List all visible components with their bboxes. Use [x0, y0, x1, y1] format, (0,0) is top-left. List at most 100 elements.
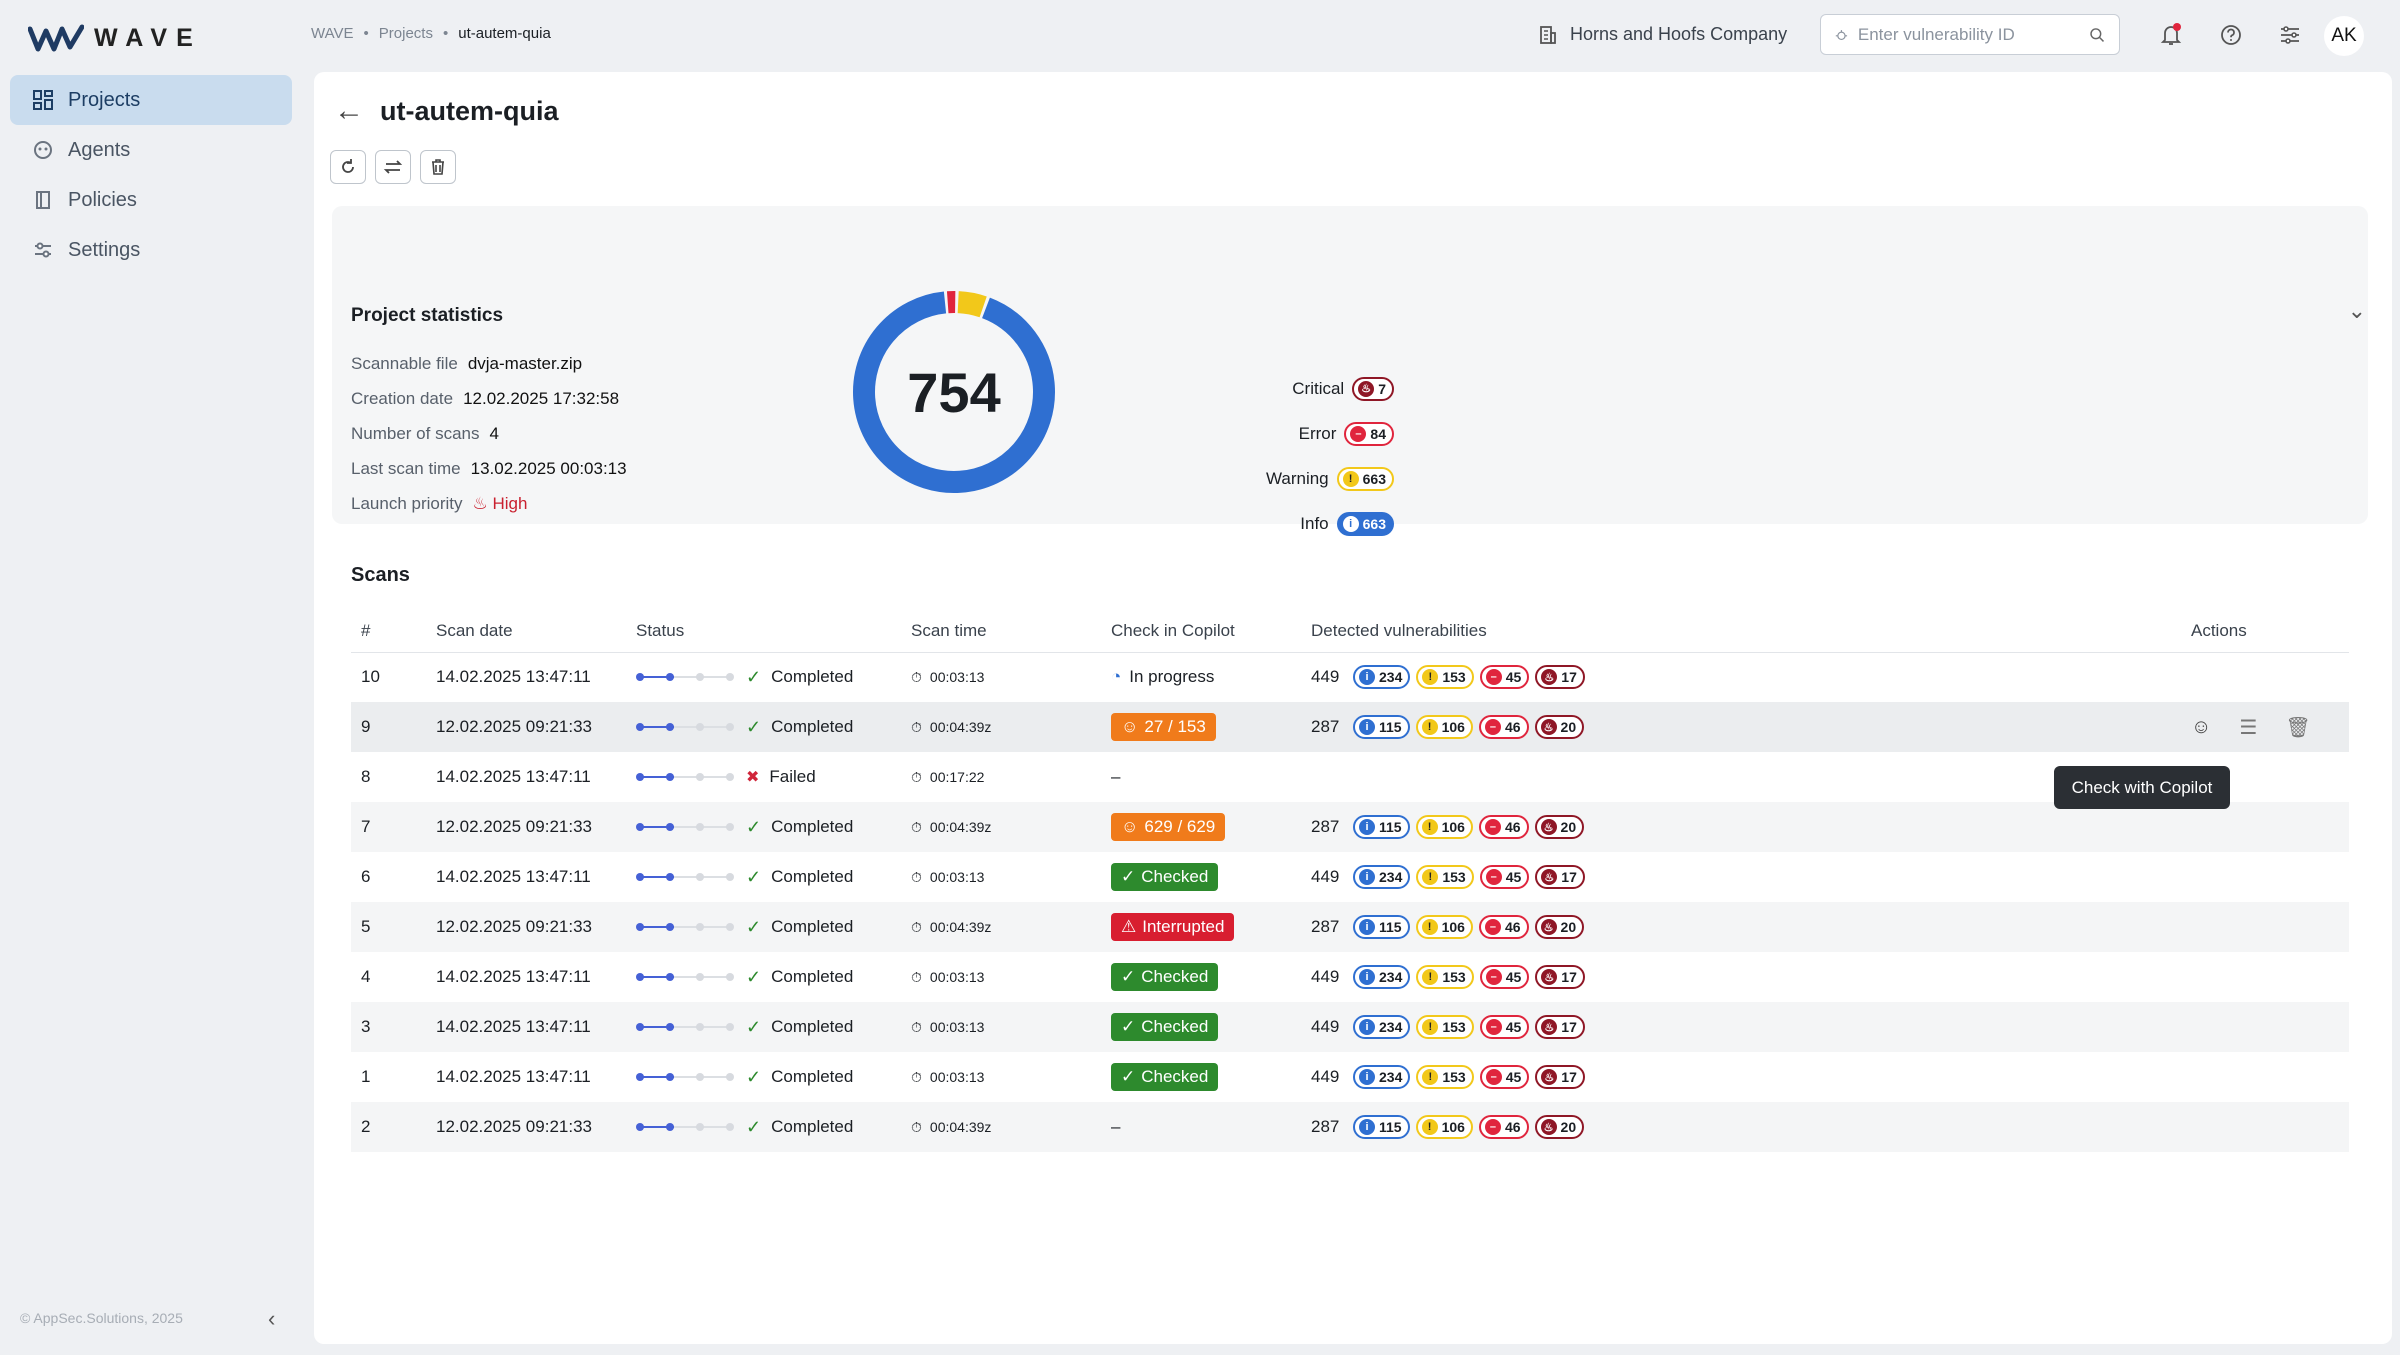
- avatar[interactable]: AK: [2324, 16, 2364, 56]
- warning-icon: !: [1422, 669, 1439, 686]
- filter-settings-icon[interactable]: [2277, 22, 2303, 48]
- copilot-cell: –: [1101, 1102, 1301, 1152]
- sidebar-nav: Projects Agents Policies Settings: [10, 75, 292, 275]
- search-icon[interactable]: [2089, 25, 2105, 45]
- help-icon[interactable]: [2218, 22, 2244, 48]
- vuln-total: 449: [1311, 867, 1340, 886]
- minus-circle-icon: –: [1485, 669, 1502, 686]
- logo[interactable]: WAVE: [28, 20, 202, 56]
- copilot-status-text: –: [1111, 1117, 1121, 1136]
- vulnerabilities-cell: 287 i 115! 106–46 ♨ 20: [1301, 1102, 2181, 1152]
- minus-circle-count-pill: –45: [1479, 865, 1530, 889]
- table-row[interactable]: 8 14.02.2025 13:47:11 ✖ Failed ⏱ 00:17:22 –: [351, 752, 2349, 802]
- actions-cell: [2181, 652, 2349, 702]
- minus-circle-count-pill: –45: [1479, 1065, 1530, 1089]
- check-circle-icon: ✓: [1121, 867, 1136, 886]
- scan-progress: [636, 922, 736, 932]
- settings-button[interactable]: [375, 150, 411, 184]
- table-row[interactable]: 6 14.02.2025 13:47:11 ✓ Completed ⏱ 00:03:13 ✓…: [351, 852, 2349, 902]
- breadcrumb-item[interactable]: WAVE: [311, 25, 354, 42]
- legend-critical: Critical ♨ 7: [1234, 366, 1394, 411]
- sidebar-item-policies[interactable]: Policies: [10, 175, 292, 225]
- flame-count-pill: ♨ 20: [1534, 715, 1585, 739]
- vuln-count: 234: [1379, 1069, 1403, 1085]
- scan-time: 00:03:13: [929, 669, 985, 686]
- breadcrumb-item[interactable]: Projects: [378, 25, 433, 42]
- timer-icon: ⏱: [911, 1118, 922, 1135]
- breadcrumb-separator: •: [363, 25, 369, 42]
- warning-icon: !: [1422, 869, 1439, 885]
- table-row[interactable]: 2 12.02.2025 09:21:33 ✓ Completed ⏱ 00:04:39z…: [351, 1102, 2349, 1152]
- vuln-count: 234: [1379, 669, 1403, 686]
- actions-cell: [2181, 1052, 2349, 1102]
- copilot-progress-badge: ☺ 27 / 153: [1111, 713, 1216, 741]
- table-row[interactable]: 4 14.02.2025 13:47:11 ✓ Completed ⏱ 00:03:13 ✓…: [351, 952, 2349, 1002]
- trash-icon[interactable]: 🗑: [2285, 716, 2311, 739]
- flame-icon: ♨: [1541, 669, 1558, 686]
- scan-status: Completed: [771, 867, 854, 886]
- copilot-cell: ◔ In progress: [1101, 652, 1301, 702]
- bell-icon[interactable]: [2158, 22, 2184, 48]
- vulnerabilities-cell: 449 i 234! 153–45 ♨ 17: [1301, 852, 2181, 902]
- vuln-count: 17: [1561, 669, 1577, 686]
- actions-cell: [2181, 1002, 2349, 1052]
- sidebar-item-agents[interactable]: Agents: [10, 125, 292, 175]
- scan-status: Failed: [769, 767, 816, 786]
- total-vulnerabilities: 754: [907, 360, 1001, 424]
- vuln-count: 106: [1441, 1119, 1465, 1135]
- error-pill: –84: [1344, 421, 1394, 446]
- vulnerability-id-input[interactable]: [1857, 24, 2079, 45]
- sidebar-item-settings[interactable]: Settings: [10, 225, 292, 275]
- vuln-total: 449: [1311, 667, 1340, 687]
- column-header: Scan time: [901, 610, 1101, 653]
- flame-count-pill: ♨ 20: [1534, 815, 1585, 839]
- warning-count-pill: ! 106: [1415, 915, 1473, 939]
- breadcrumb-current: ut-autem-quia: [458, 25, 551, 42]
- vuln-count: 20: [1560, 719, 1577, 735]
- info-icon: i: [1359, 669, 1375, 686]
- check-circle-icon: ✓: [746, 1066, 762, 1087]
- scans-table: # Scan date Status Scan time Check in Co…: [351, 610, 2349, 1152]
- minus-circle-icon: –: [1484, 919, 1501, 935]
- chevron-down-icon[interactable]: ⌄: [2347, 298, 2366, 323]
- collapse-sidebar-icon[interactable]: ‹: [268, 1306, 276, 1331]
- table-row[interactable]: 1 14.02.2025 13:47:11 ✓ Completed ⏱ 00:03:13 ✓…: [351, 1052, 2349, 1102]
- table-row[interactable]: 9 12.02.2025 09:21:33 ✓ Completed ⏱ 00:04:39z…: [351, 702, 2349, 752]
- company-selector[interactable]: Horns and Hoofs Company: [1538, 24, 1787, 45]
- vuln-count: 115: [1379, 819, 1402, 835]
- copilot-check-icon[interactable]: ☺: [2191, 715, 2212, 738]
- minus-circle-icon: –: [1485, 869, 1502, 885]
- delete-project-button[interactable]: [420, 150, 456, 184]
- scan-time: 00:03:13: [929, 869, 985, 885]
- sliders-icon: [35, 242, 51, 258]
- vuln-count: 46: [1504, 819, 1521, 835]
- info-icon: i: [1359, 1119, 1375, 1135]
- report-icon[interactable]: ☰: [2239, 716, 2258, 739]
- scan-time: 00:03:13: [929, 1019, 985, 1035]
- scan-status: Completed: [771, 967, 854, 986]
- back-arrow-icon[interactable]: ←: [334, 94, 364, 127]
- logo-text: WAVE: [94, 23, 202, 52]
- vuln-count: 46: [1504, 919, 1521, 935]
- rescan-button[interactable]: [330, 150, 366, 184]
- warning-count-pill: ! 153: [1416, 1065, 1474, 1089]
- column-header: Actions: [2181, 610, 2349, 653]
- table-row[interactable]: 3 14.02.2025 13:47:11 ✓ Completed ⏱ 00:03:13 ✓…: [351, 1002, 2349, 1052]
- info-value: 4: [489, 424, 499, 443]
- legend-label: Warning: [1265, 468, 1329, 488]
- refresh-icon: [342, 159, 354, 173]
- scan-status-cell: ✓ Completed: [626, 1002, 901, 1052]
- table-row[interactable]: 7 12.02.2025 09:21:33 ✓ Completed ⏱ 00:04:39z…: [351, 802, 2349, 852]
- sidebar-item-projects[interactable]: Projects: [10, 75, 292, 125]
- scan-progress: [636, 822, 736, 832]
- vulnerability-search[interactable]: [1820, 14, 2120, 55]
- vulnerability-summary: 449 i 234! 153–45 ♨ 17: [1311, 665, 2181, 690]
- scan-status-cell: ✓ Completed: [626, 952, 901, 1002]
- minus-circle-count-pill: –46: [1478, 815, 1529, 839]
- vuln-count: 153: [1442, 669, 1466, 686]
- legend-error: Error –84: [1234, 411, 1394, 456]
- table-row[interactable]: 5 12.02.2025 09:21:33 ✓ Completed ⏱ 00:04:39z…: [351, 902, 2349, 952]
- scan-time-cell: ⏱ 00:04:39z: [901, 702, 1101, 752]
- timer-icon: ⏱: [911, 968, 922, 985]
- table-row[interactable]: 10 14.02.2025 13:47:11 ✓ Completed ⏱ 00:03:13…: [351, 652, 2349, 702]
